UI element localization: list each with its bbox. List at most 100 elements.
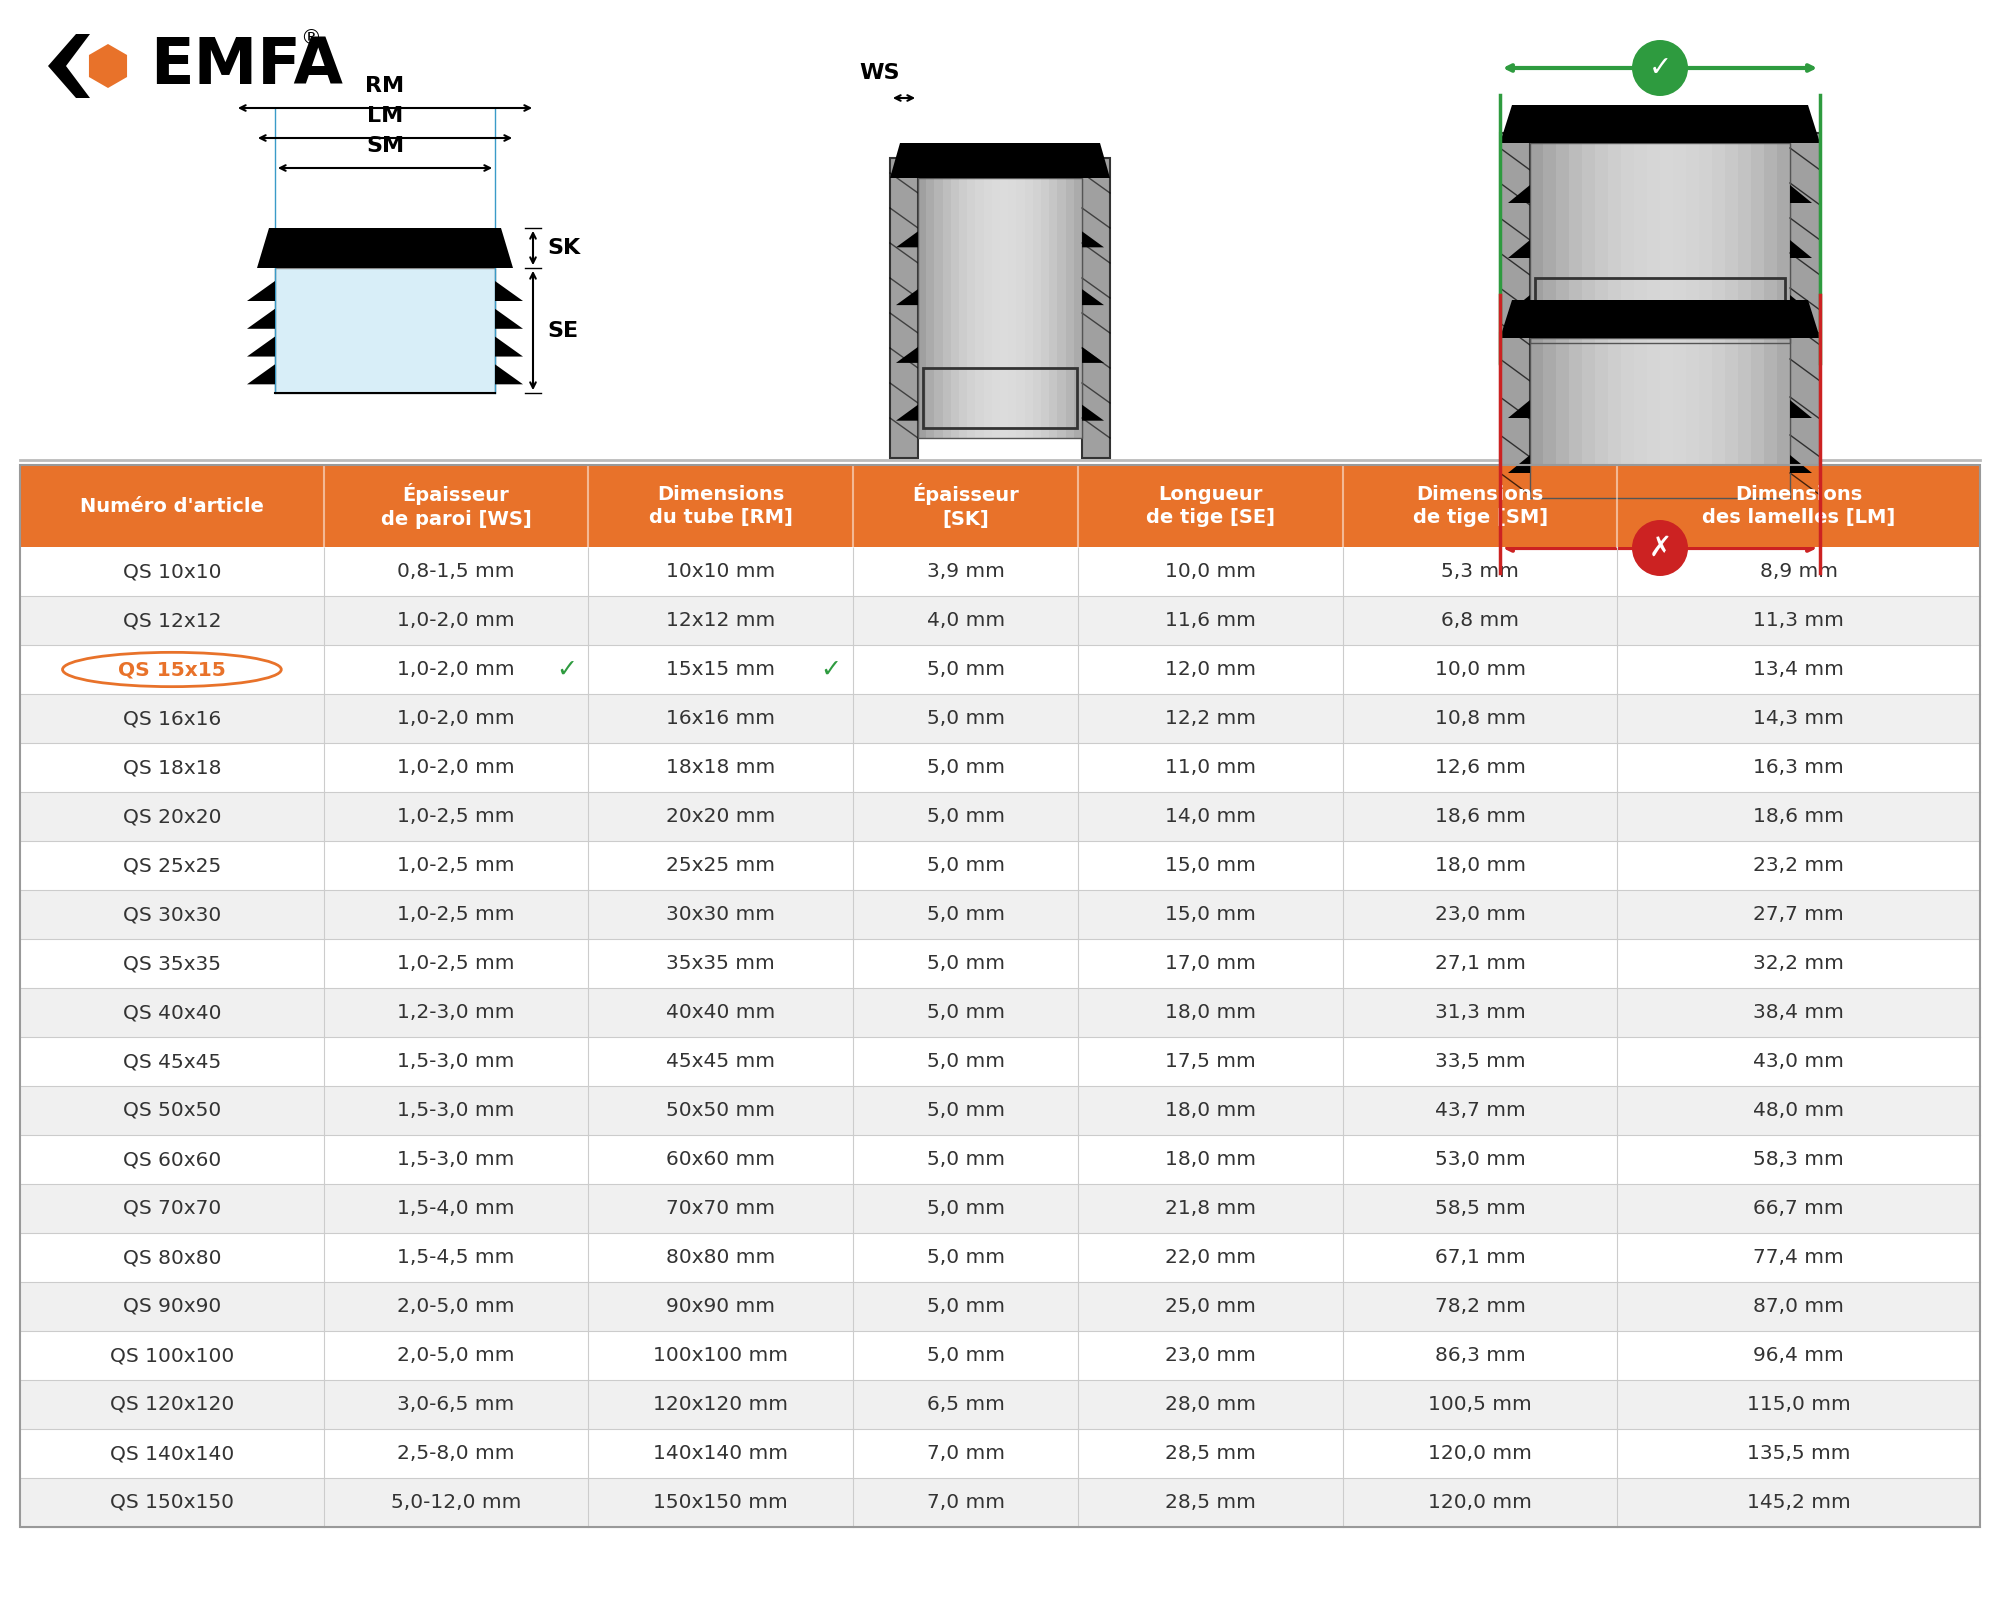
Text: 12,2 mm: 12,2 mm [1166, 709, 1256, 728]
Polygon shape [496, 337, 524, 356]
Bar [20, 464, 1980, 547]
Polygon shape [1790, 400, 1812, 417]
Polygon shape [1790, 239, 1812, 257]
Polygon shape [248, 364, 276, 385]
Bar [1660, 338, 1672, 498]
Bar [20, 938, 1980, 989]
Bar [1752, 338, 1764, 498]
Bar [950, 178, 960, 438]
Text: QS 15x15: QS 15x15 [118, 660, 226, 680]
Polygon shape [1082, 346, 1104, 362]
Text: QS 18x18: QS 18x18 [122, 757, 222, 777]
Bar [20, 1134, 1980, 1184]
Text: 12,0 mm: 12,0 mm [1166, 660, 1256, 680]
Text: 50x50 mm: 50x50 mm [666, 1100, 776, 1120]
Bar [1634, 338, 1648, 498]
Text: 5,0-12,0 mm: 5,0-12,0 mm [390, 1493, 522, 1511]
Text: 15,0 mm: 15,0 mm [1166, 856, 1256, 875]
Text: 135,5 mm: 135,5 mm [1746, 1443, 1850, 1463]
Text: 18,0 mm: 18,0 mm [1434, 856, 1526, 875]
Bar [1016, 178, 1024, 438]
Text: ✓: ✓ [556, 657, 576, 681]
Polygon shape [88, 44, 128, 87]
Text: 5,0 mm: 5,0 mm [926, 1150, 1004, 1168]
Text: 5,3 mm: 5,3 mm [1442, 561, 1520, 581]
Text: QS 30x30: QS 30x30 [122, 904, 222, 924]
Bar [1040, 178, 1050, 438]
Bar [20, 743, 1980, 791]
Text: 11,6 mm: 11,6 mm [1166, 612, 1256, 629]
Bar [20, 1184, 1980, 1233]
Bar [1500, 333, 1530, 513]
Text: 18,0 mm: 18,0 mm [1166, 1150, 1256, 1168]
Text: 1,5-3,0 mm: 1,5-3,0 mm [398, 1150, 514, 1168]
Text: QS 100x100: QS 100x100 [110, 1346, 234, 1366]
Bar [1568, 142, 1582, 343]
Bar [20, 464, 1980, 1527]
Text: 23,0 mm: 23,0 mm [1166, 1346, 1256, 1366]
Bar [20, 1233, 1980, 1281]
Text: 27,1 mm: 27,1 mm [1434, 955, 1526, 972]
Bar [20, 791, 1980, 841]
Text: 1,2-3,0 mm: 1,2-3,0 mm [398, 1003, 514, 1023]
Text: Numéro d'article: Numéro d'article [80, 497, 264, 516]
Bar [1008, 178, 1016, 438]
Bar [1738, 338, 1752, 498]
Text: 5,0 mm: 5,0 mm [926, 904, 1004, 924]
Bar [276, 269, 496, 393]
Polygon shape [248, 337, 276, 356]
Text: 1,0-2,5 mm: 1,0-2,5 mm [398, 955, 514, 972]
Text: 86,3 mm: 86,3 mm [1434, 1346, 1526, 1366]
Text: 1,0-2,5 mm: 1,0-2,5 mm [398, 904, 514, 924]
Text: SE: SE [548, 320, 578, 340]
Bar [1700, 142, 1712, 343]
Bar [1686, 338, 1700, 498]
Text: 53,0 mm: 53,0 mm [1434, 1150, 1526, 1168]
Text: QS 45x45: QS 45x45 [122, 1052, 222, 1071]
Bar [1778, 142, 1790, 343]
Text: 25x25 mm: 25x25 mm [666, 856, 776, 875]
Text: 5,0 mm: 5,0 mm [926, 1100, 1004, 1120]
Bar [20, 1429, 1980, 1477]
Bar [1686, 142, 1700, 343]
Bar [1608, 142, 1620, 343]
Bar [918, 178, 1082, 438]
Bar [1672, 338, 1686, 498]
Polygon shape [48, 34, 90, 99]
Bar [20, 841, 1980, 890]
Text: 11,3 mm: 11,3 mm [1754, 612, 1844, 629]
Polygon shape [890, 142, 1110, 178]
Bar [890, 159, 918, 458]
Text: 33,5 mm: 33,5 mm [1434, 1052, 1526, 1071]
Text: 5,0 mm: 5,0 mm [926, 709, 1004, 728]
Bar [1700, 338, 1712, 498]
Bar [926, 178, 934, 438]
Bar [1082, 159, 1110, 458]
Text: QS 35x35: QS 35x35 [122, 955, 220, 972]
Bar [934, 178, 942, 438]
Polygon shape [496, 364, 524, 385]
Bar [1752, 142, 1764, 343]
Text: QS 60x60: QS 60x60 [122, 1150, 222, 1168]
Bar [1530, 338, 1544, 498]
Bar [1544, 338, 1556, 498]
Bar [976, 178, 984, 438]
Text: 1,0-2,5 mm: 1,0-2,5 mm [398, 856, 514, 875]
Bar [1536, 278, 1786, 333]
Text: 145,2 mm: 145,2 mm [1746, 1493, 1850, 1511]
Bar [20, 595, 1980, 646]
Bar [1778, 338, 1790, 498]
Bar [1530, 338, 1790, 498]
Bar [1648, 338, 1660, 498]
Bar [1530, 142, 1544, 343]
Bar [1790, 333, 1820, 513]
Text: QS 70x70: QS 70x70 [122, 1199, 222, 1218]
Text: EMFA: EMFA [150, 36, 342, 97]
Bar [1596, 142, 1608, 343]
Text: 5,0 mm: 5,0 mm [926, 1298, 1004, 1315]
Bar [20, 547, 1980, 595]
Bar [1024, 178, 1032, 438]
Text: 10x10 mm: 10x10 mm [666, 561, 776, 581]
Text: 100,5 mm: 100,5 mm [1428, 1395, 1532, 1414]
Bar [960, 178, 968, 438]
